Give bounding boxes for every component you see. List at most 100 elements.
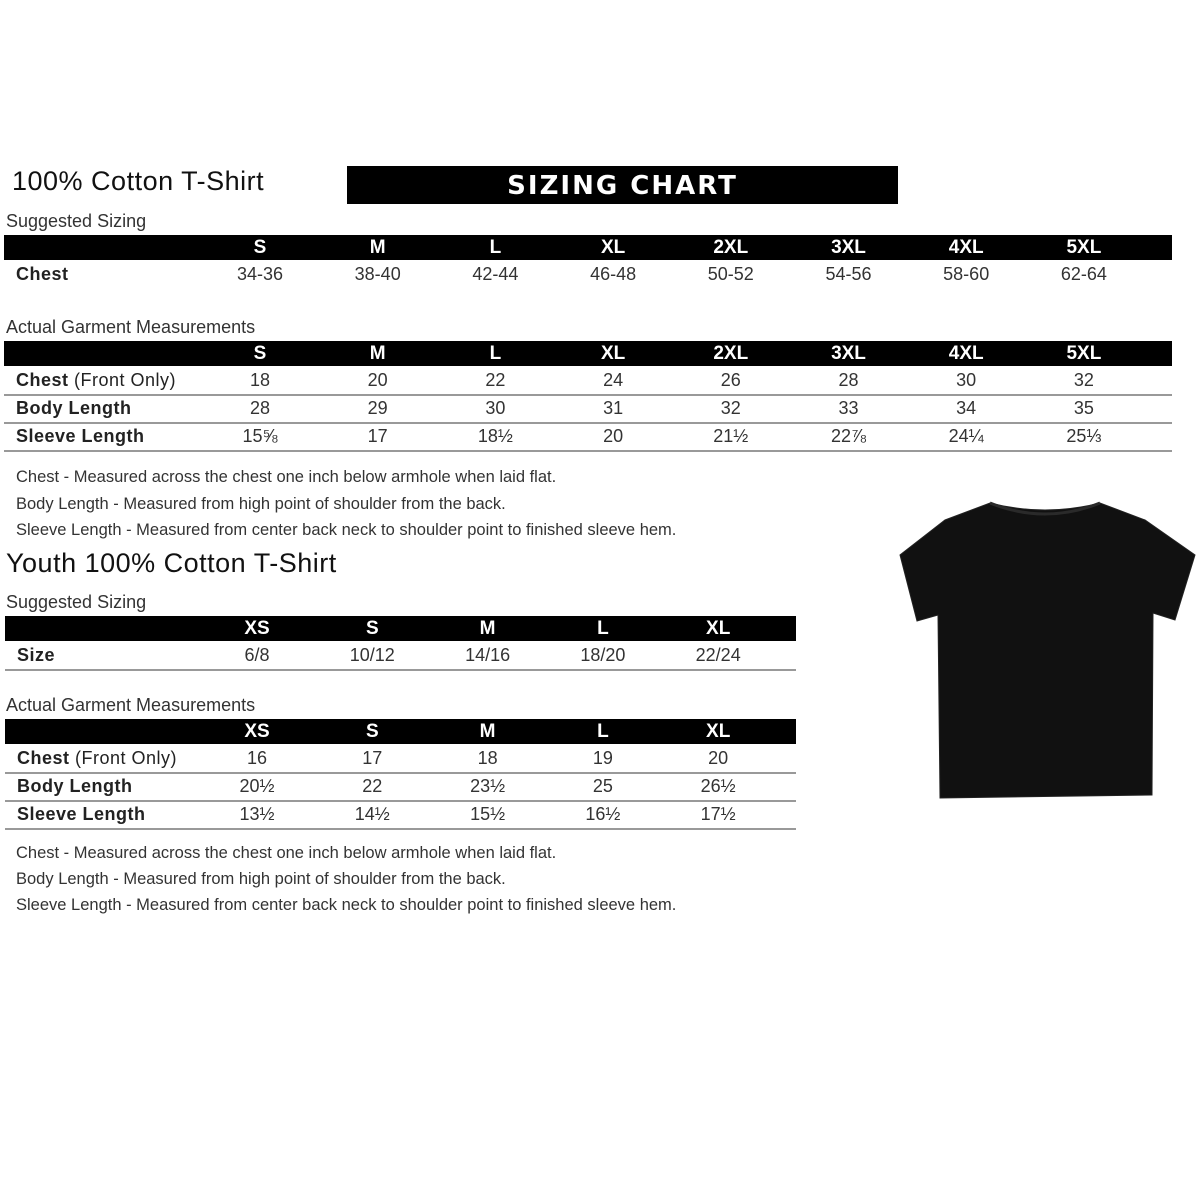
table-cell: 26½ xyxy=(700,776,736,796)
table-cell: 28 xyxy=(249,398,271,418)
table-cell: 10/12 xyxy=(349,645,395,665)
table-cell: 21½ xyxy=(713,426,749,446)
size-header-2xl: 2XL xyxy=(713,237,749,258)
table-cell: 18 xyxy=(249,370,271,390)
size-header-xs: XS xyxy=(244,618,270,639)
size-header-xl: XL xyxy=(706,618,731,639)
table-row: Chest (Front Only) 16 17 18 19 20 xyxy=(5,746,796,774)
size-header-3xl: 3XL xyxy=(831,343,866,364)
row-label: Sleeve Length xyxy=(17,804,146,825)
size-header-s: S xyxy=(253,237,267,258)
table-cell: 50-52 xyxy=(707,264,754,284)
table-cell: 38-40 xyxy=(354,264,401,284)
row-label-text: Size xyxy=(17,645,56,665)
table-row: Sleeve Length 13½ 14½ 15½ 16½ 17½ xyxy=(5,802,796,830)
row-divider xyxy=(5,828,796,830)
size-header-l: L xyxy=(597,618,609,639)
row-divider xyxy=(5,669,796,671)
table-cell: 14½ xyxy=(354,804,390,824)
table-cell: 20 xyxy=(603,426,624,446)
row-label-text: Body Length xyxy=(16,398,132,418)
row-label-text: Chest xyxy=(16,370,69,390)
adult-note-sleeve: Sleeve Length - Measured from center bac… xyxy=(16,521,677,539)
table-cell: 26 xyxy=(720,370,741,390)
adult-title: 100% Cotton T-Shirt xyxy=(12,166,265,196)
table-cell: 16 xyxy=(246,748,268,768)
adult-note-chest: Chest - Measured across the chest one in… xyxy=(16,468,557,486)
size-header-s: S xyxy=(365,721,379,742)
table-cell: 19 xyxy=(592,748,613,768)
table-cell: 18/20 xyxy=(580,645,626,665)
table-cell: 15½ xyxy=(470,804,506,824)
adult-suggested-table: S M L XL 2XL 3XL 4XL 5XL Chest 34-36 38-40 42-44 46-… xyxy=(4,235,1172,284)
table-cell: 13½ xyxy=(239,804,275,824)
table-cell: 6/8 xyxy=(244,645,270,665)
table-row: Body Length 28 29 30 31 32 33 34 35 xyxy=(4,396,1172,424)
table-cell: 35 xyxy=(1073,398,1094,418)
size-header-row: XS S M L XL xyxy=(5,719,796,744)
row-divider xyxy=(4,450,1172,452)
table-cell: 30 xyxy=(956,370,977,390)
row-divider xyxy=(5,800,796,802)
size-header-s: S xyxy=(365,618,379,639)
table-cell: 42-44 xyxy=(472,264,519,284)
size-header-l: L xyxy=(489,237,502,258)
row-label-text: Chest xyxy=(16,264,69,284)
row-label: Chest (Front Only) xyxy=(17,748,177,769)
table-cell: 32 xyxy=(720,398,741,418)
table-cell: 30 xyxy=(485,398,506,418)
table-cell: 25 xyxy=(592,776,613,796)
adult-note-body: Body Length - Measured from high point o… xyxy=(16,495,506,513)
youth-title: Youth 100% Cotton T-Shirt xyxy=(6,548,337,578)
size-header-l: L xyxy=(597,721,609,742)
table-cell: 16½ xyxy=(585,804,621,824)
table-cell: 58-60 xyxy=(943,264,990,284)
row-label-text: Chest xyxy=(17,748,70,768)
youth-note-body: Body Length - Measured from high point o… xyxy=(16,870,506,888)
youth-suggested-table: XS S M L XL Size 6/8 10/12 14/16 18/20 22/24 xyxy=(5,616,796,671)
size-header-xl: XL xyxy=(706,721,731,742)
table-cell: 18½ xyxy=(477,426,513,446)
table-cell: 25⅓ xyxy=(1066,426,1102,446)
youth-note-sleeve: Sleeve Length - Measured from center bac… xyxy=(16,896,677,914)
table-row: Size 6/8 10/12 14/16 18/20 22/24 xyxy=(5,643,796,671)
table-cell: 29 xyxy=(367,398,388,418)
table-cell: 22⅞ xyxy=(830,426,867,446)
row-label: Body Length xyxy=(17,776,133,797)
table-cell: 17½ xyxy=(700,804,736,824)
table-cell: 33 xyxy=(838,398,859,418)
table-cell: 46-48 xyxy=(590,264,637,284)
size-header-m: M xyxy=(369,237,386,258)
table-cell: 20½ xyxy=(239,776,275,796)
size-header-m: M xyxy=(479,721,496,742)
table-row: Sleeve Length 15⅝ 17 18½ 20 21½ 22⅞ 24¼ 25⅓ xyxy=(4,424,1172,452)
size-header-5xl: 5XL xyxy=(1066,343,1102,364)
size-header-m: M xyxy=(479,618,496,639)
size-header-2xl: 2XL xyxy=(713,343,749,364)
size-header-xl: XL xyxy=(600,237,626,258)
row-label: Body Length xyxy=(16,398,132,419)
row-label: Chest xyxy=(16,264,69,285)
row-label-text: Sleeve Length xyxy=(16,426,145,446)
table-cell: 62-64 xyxy=(1060,264,1107,284)
size-header-xs: XS xyxy=(244,721,270,742)
table-cell: 22 xyxy=(362,776,383,796)
table-row: Chest 34-36 38-40 42-44 46-48 50-52 54-56 58-60… xyxy=(4,262,1172,290)
table-cell: 23½ xyxy=(470,776,506,796)
table-cell: 24¼ xyxy=(948,426,984,446)
table-cell: 34-36 xyxy=(236,264,284,284)
table-cell: 17 xyxy=(362,748,383,768)
table-cell: 22 xyxy=(485,370,506,390)
table-cell: 14/16 xyxy=(465,645,511,665)
size-header-l: L xyxy=(489,343,502,364)
table-cell: 32 xyxy=(1073,370,1094,390)
table-cell: 54-56 xyxy=(825,264,872,284)
table-row: Body Length 20½ 22 23½ 25 26½ xyxy=(5,774,796,802)
table-cell: 20 xyxy=(367,370,388,390)
size-header-s: S xyxy=(253,343,267,364)
table-cell: 17 xyxy=(367,426,388,446)
youth-suggested-label: Suggested Sizing xyxy=(6,592,147,612)
table-cell: 22/24 xyxy=(695,645,741,665)
row-divider xyxy=(4,422,1172,424)
